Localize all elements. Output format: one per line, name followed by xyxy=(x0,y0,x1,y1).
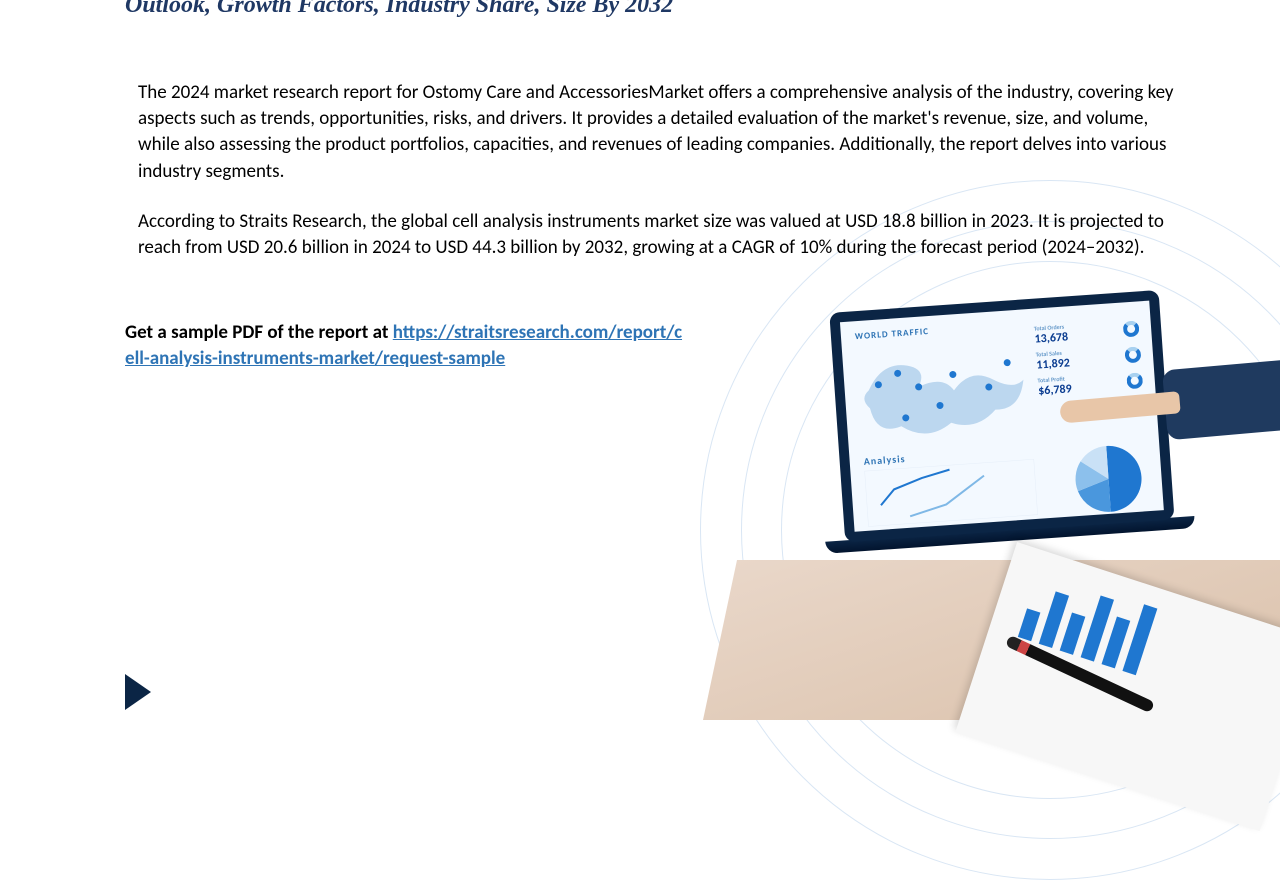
sleeve xyxy=(1162,359,1280,440)
dashboard-header: WORLD TRAFFIC xyxy=(855,326,930,342)
body-copy: The 2024 market research report for Osto… xyxy=(138,80,1178,285)
stat-row: Total Sales11,892 xyxy=(1035,343,1141,372)
sample-pdf-section: Get a sample PDF of the report at https:… xyxy=(125,320,685,371)
page-title: Outlook, Growth Factors, Industry Share,… xyxy=(125,0,673,19)
dashboard-pie-chart xyxy=(1071,442,1146,517)
paragraph-2: According to Straits Research, the globa… xyxy=(138,209,1178,261)
stat-row: Total Orders13,678 xyxy=(1034,317,1140,346)
world-traffic-map xyxy=(856,339,1037,446)
logo-caret-icon xyxy=(125,674,151,710)
finger xyxy=(1059,391,1180,423)
analysis-label: Analysis xyxy=(863,452,906,468)
paragraph-1: The 2024 market research report for Osto… xyxy=(138,80,1178,185)
analysis-line-chart xyxy=(864,459,1037,527)
sample-lead: Get a sample PDF of the report at xyxy=(125,321,388,344)
